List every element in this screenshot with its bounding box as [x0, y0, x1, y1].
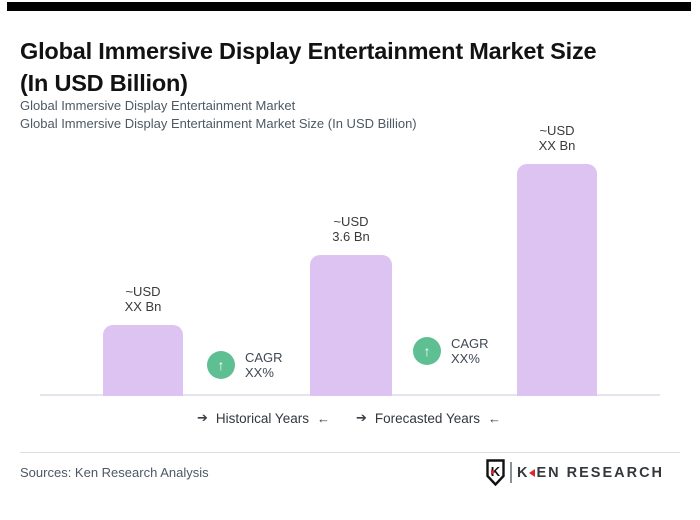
arrow-right-icon: ➔	[356, 410, 367, 425]
bar	[310, 255, 392, 396]
ken-research-logo: K K EN RESEARCH	[486, 459, 664, 486]
cagr-badge-forecast: ↑ CAGR XX%	[413, 336, 489, 366]
bar-value-label: ~USD XX Bn	[539, 123, 576, 153]
arrow-left-icon: ←	[316, 410, 330, 426]
bar-group-historical-start: ~USD XX Bn	[103, 284, 183, 396]
bar	[517, 164, 597, 396]
chart-subtitle: Global Immersive Display Entertainment M…	[20, 97, 417, 132]
cagr-line1: CAGR	[451, 336, 489, 351]
footer-divider	[20, 452, 680, 453]
axis-label-text: Historical Years	[215, 410, 309, 426]
subtitle-line-1: Global Immersive Display Entertainment M…	[20, 98, 296, 113]
bar-value-line1: ~USD	[539, 123, 575, 138]
logo-letter-k: K	[517, 464, 530, 481]
cagr-badge-historical: ↑ CAGR XX%	[207, 350, 283, 380]
bar	[103, 325, 183, 396]
page-title: Global Immersive Display Entertainment M…	[20, 35, 690, 99]
arrow-right-icon: ➔	[197, 410, 208, 425]
logo-red-triangle-icon	[529, 468, 536, 477]
bar-value-line1: ~USD	[333, 214, 369, 229]
title-line-1: Global Immersive Display Entertainment M…	[20, 37, 597, 64]
cagr-label: CAGR XX%	[245, 350, 283, 380]
growth-up-arrow-icon: ↑	[413, 337, 441, 365]
svg-text:K: K	[491, 464, 501, 479]
cagr-label: CAGR XX%	[451, 336, 489, 366]
subtitle-line-2: Global Immersive Display Entertainment M…	[20, 115, 417, 131]
bar-value-line1: ~USD	[125, 284, 161, 299]
axis-label-historical-years: ➔ Historical Years ←	[197, 410, 330, 426]
bar-value-label: ~USD 3.6 Bn	[332, 214, 370, 244]
cagr-line1: CAGR	[245, 350, 283, 365]
sources-text: Sources: Ken Research Analysis	[20, 465, 209, 480]
axis-label-forecasted-years: ➔ Forecasted Years ←	[356, 410, 501, 426]
logo-rest: EN RESEARCH	[536, 464, 665, 481]
title-line-2: (In USD Billion)	[20, 69, 188, 96]
up-arrow-glyph: ↑	[423, 343, 431, 359]
bar-value-line2: 3.6 Bn	[332, 229, 370, 244]
logo-divider	[510, 462, 512, 483]
ken-research-shield-icon: K	[486, 459, 505, 486]
logo-wordmark: K EN RESEARCH	[517, 465, 664, 481]
bar-value-line2: XX Bn	[538, 138, 576, 153]
bar-value-line2: XX Bn	[124, 299, 162, 314]
up-arrow-glyph: ↑	[217, 357, 225, 373]
bar-group-forecast-year: ~USD XX Bn	[517, 123, 597, 396]
bar-value-label: ~USD XX Bn	[125, 284, 162, 314]
axis-label-text: Forecasted Years	[374, 410, 480, 426]
bar-group-base-year: ~USD 3.6 Bn	[310, 214, 392, 396]
top-black-bar	[7, 2, 691, 11]
cagr-line2: XX%	[245, 365, 274, 380]
cagr-line2: XX%	[451, 351, 480, 366]
growth-up-arrow-icon: ↑	[207, 351, 235, 379]
arrow-left-icon: ←	[487, 410, 501, 426]
